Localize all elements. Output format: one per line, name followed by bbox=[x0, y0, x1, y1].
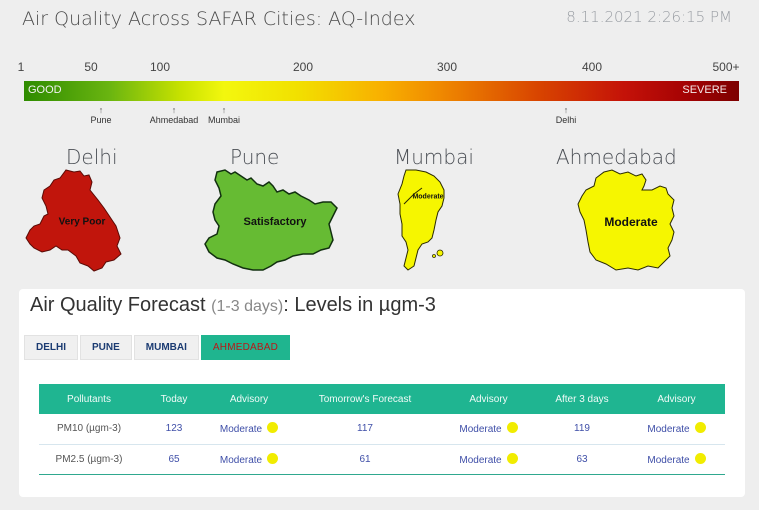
city-marker-delhi: ↑ Delhi bbox=[555, 105, 577, 125]
advisory-cell: Moderate bbox=[628, 444, 725, 475]
scale-tick: 1 bbox=[17, 60, 25, 74]
good-label: GOOD bbox=[28, 84, 62, 96]
tab-pune[interactable]: PUNE bbox=[80, 335, 132, 360]
advisory-dot-icon bbox=[506, 422, 518, 434]
advisory-dot-icon bbox=[267, 422, 279, 434]
scale-tick: 100 bbox=[149, 60, 171, 74]
timestamp: 8.11.2021 2:26:15 PM bbox=[566, 8, 732, 26]
table-row: PM2.5 (µgm-3) 65 Moderate 61 Moderate 63… bbox=[39, 444, 725, 475]
delhi-status: Very Poor bbox=[58, 216, 106, 228]
up-arrow-icon: ↑ bbox=[221, 105, 227, 115]
city-ahmedabad: Ahmedabad bbox=[556, 145, 677, 169]
mumbai-map-icon bbox=[397, 169, 445, 271]
city-marker-mumbai: ↑ Mumbai bbox=[207, 105, 241, 125]
table-header-row: Pollutants Today Advisory Tomorrow's For… bbox=[39, 384, 725, 414]
scale-tick: 300 bbox=[436, 60, 458, 74]
table-row: PM10 (µgm-3) 123 Moderate 117 Moderate 1… bbox=[39, 414, 725, 445]
city-name: Mumbai bbox=[394, 145, 474, 169]
scale-tick: 400 bbox=[581, 60, 603, 74]
delhi-map-icon bbox=[25, 169, 122, 272]
advisory-dot-icon bbox=[267, 452, 279, 464]
scale-tick: 500+ bbox=[712, 60, 740, 74]
pune-status: Satisfactory bbox=[243, 216, 307, 228]
city-marker-ahmedabad: ↑ Ahmedabad bbox=[149, 105, 199, 125]
city-pune: Pune bbox=[230, 145, 279, 169]
scale-tick: 50 bbox=[84, 60, 98, 74]
ahmedabad-status: Moderate bbox=[604, 215, 658, 229]
pune-map-icon bbox=[204, 169, 338, 271]
advisory-dot-icon bbox=[506, 452, 518, 464]
city-name: Delhi bbox=[66, 145, 118, 169]
up-arrow-icon: ↑ bbox=[563, 105, 569, 115]
up-arrow-icon: ↑ bbox=[98, 105, 104, 115]
advisory-cell: Moderate bbox=[628, 414, 725, 445]
after-3-days-value: 119 bbox=[536, 414, 628, 445]
tab-delhi[interactable]: DELHI bbox=[24, 335, 78, 360]
severe-label: SEVERE bbox=[682, 84, 727, 96]
city-delhi: Delhi bbox=[66, 145, 118, 169]
forecast-subtitle: (1-3 days) bbox=[211, 298, 284, 315]
col-after-3-days: After 3 days bbox=[536, 384, 628, 414]
advisory-cell: Moderate bbox=[209, 444, 289, 475]
today-value: 65 bbox=[139, 444, 209, 475]
ahmedabad-map-icon bbox=[577, 169, 675, 271]
forecast-table: Pollutants Today Advisory Tomorrow's For… bbox=[39, 384, 725, 475]
col-pollutants: Pollutants bbox=[39, 384, 139, 414]
advisory-cell: Moderate bbox=[441, 414, 536, 445]
tomorrow-value: 117 bbox=[289, 414, 441, 445]
city-tabs: DELHI PUNE MUMBAI AHMEDABAD bbox=[24, 335, 292, 360]
col-today: Today bbox=[139, 384, 209, 414]
up-arrow-icon: ↑ bbox=[171, 105, 177, 115]
advisory-dot-icon bbox=[694, 422, 706, 434]
mumbai-status: Moderate bbox=[412, 193, 444, 201]
city-mumbai: Mumbai bbox=[394, 145, 474, 169]
col-advisory: Advisory bbox=[209, 384, 289, 414]
col-advisory: Advisory bbox=[441, 384, 536, 414]
forecast-card: Air Quality Forecast (1-3 days): Levels … bbox=[19, 289, 745, 497]
advisory-dot-icon bbox=[694, 452, 706, 464]
advisory-cell: Moderate bbox=[441, 444, 536, 475]
advisory-cell: Moderate bbox=[209, 414, 289, 445]
aqi-gradient-bar: GOOD SEVERE bbox=[24, 81, 739, 101]
today-value: 123 bbox=[139, 414, 209, 445]
tab-mumbai[interactable]: MUMBAI bbox=[133, 335, 199, 360]
col-tomorrow: Tomorrow's Forecast bbox=[289, 384, 441, 414]
city-marker-pune: ↑ Pune bbox=[90, 105, 112, 125]
after-3-days-value: 63 bbox=[536, 444, 628, 475]
aqi-scale: 1 50 100 200 300 400 500+ GOOD SEVERE ↑ … bbox=[0, 58, 759, 138]
pollutant-name: PM10 (µgm-3) bbox=[39, 414, 139, 445]
city-name: Ahmedabad bbox=[556, 145, 677, 169]
page-title: Air Quality Across SAFAR Cities: AQ-Inde… bbox=[22, 8, 416, 30]
city-name: Pune bbox=[230, 145, 280, 169]
pollutant-name: PM2.5 (µgm-3) bbox=[39, 444, 139, 475]
col-advisory: Advisory bbox=[628, 384, 725, 414]
forecast-title: Air Quality Forecast (1-3 days): Levels … bbox=[30, 294, 436, 316]
tomorrow-value: 61 bbox=[289, 444, 441, 475]
tab-ahmedabad[interactable]: AHMEDABAD bbox=[200, 335, 291, 360]
scale-tick: 200 bbox=[292, 60, 314, 74]
